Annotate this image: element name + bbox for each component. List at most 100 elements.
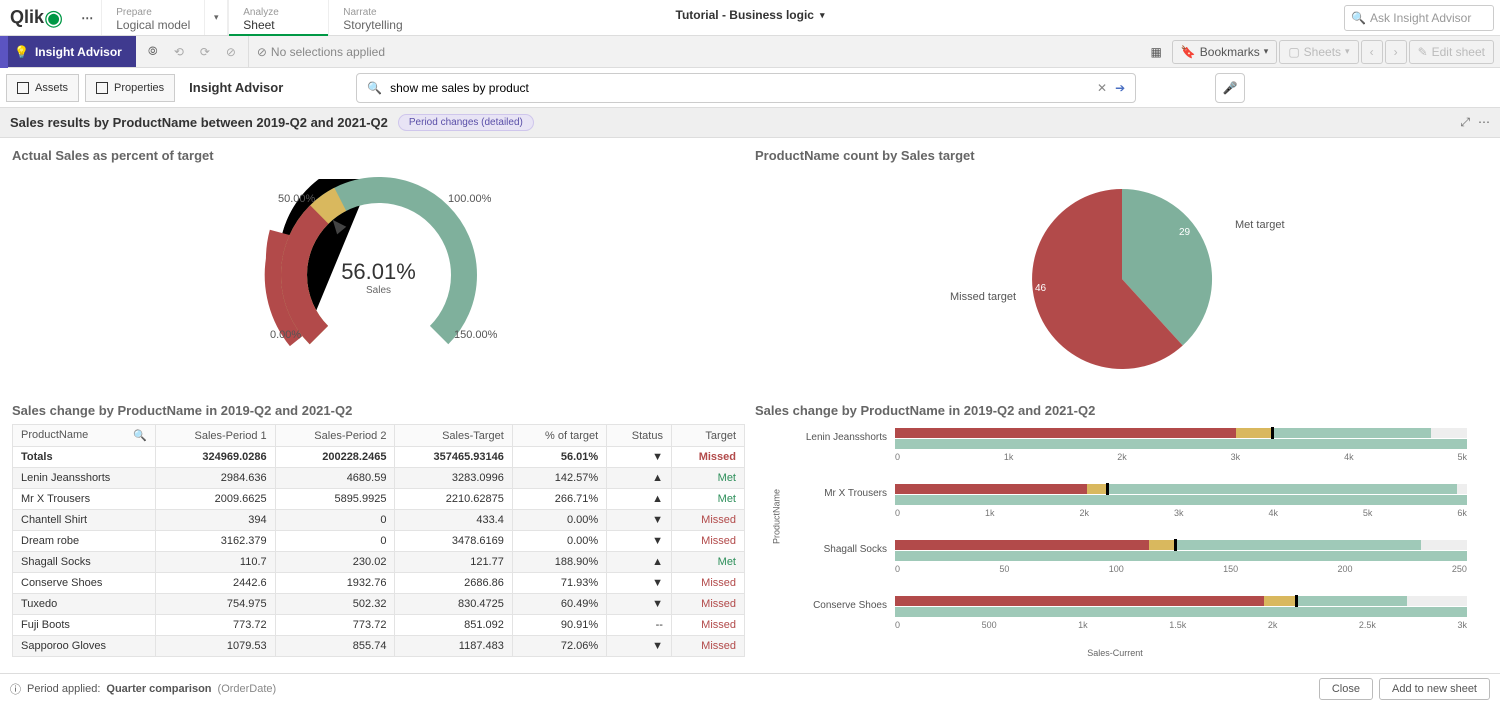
app-title-text: Tutorial - Business logic [676, 8, 814, 22]
table-cell: ▼ [607, 636, 672, 657]
next-sheet-button[interactable]: › [1385, 40, 1407, 64]
table-row[interactable]: Shagall Socks110.7230.02121.77188.90%▲Me… [13, 552, 745, 573]
gauge-center: 56.01% Sales [341, 259, 416, 296]
table-header[interactable]: ProductName 🔍 [13, 425, 156, 447]
table-cell: 773.72 [275, 615, 395, 636]
axis-tick: 1k [1078, 620, 1088, 632]
table-row[interactable]: Chantell Shirt3940433.40.00%▼Missed [13, 510, 745, 531]
info-icon: ⓘ [10, 681, 21, 697]
analysis-type-chip[interactable]: Period changes (detailed) [398, 114, 534, 131]
app-title[interactable]: Tutorial - Business logic ▾ [676, 8, 825, 22]
axis-tick: 3k [1174, 508, 1184, 520]
table-row[interactable]: Sapporoo Gloves1079.53855.741187.48372.0… [13, 636, 745, 657]
add-label: Add to new sheet [1392, 683, 1477, 695]
chat-icon: 💡 [14, 45, 29, 59]
table-cell: 71.93% [512, 573, 606, 594]
table-header[interactable]: Sales-Target [395, 425, 512, 447]
axis-tick: 500 [982, 620, 997, 632]
nav-tab-narrate[interactable]: Narrate Storytelling [328, 0, 428, 35]
pencil-icon: ✎ [1418, 45, 1428, 59]
prepare-dropdown-button[interactable]: ▾ [204, 0, 228, 35]
nav-tab-prepare[interactable]: Prepare Logical model [101, 0, 204, 35]
table-cell: 502.32 [275, 594, 395, 615]
collapse-icon[interactable]: ⤢ [1460, 115, 1470, 130]
insight-search-box[interactable]: 🔍 ✕ ➔ [356, 73, 1136, 103]
clear-icon[interactable]: ✕ [1097, 81, 1107, 95]
app-logo: Qlik ◉ [0, 0, 73, 35]
panel-icon [17, 82, 29, 94]
prev-sheet-button[interactable]: ‹ [1361, 40, 1383, 64]
table-row[interactable]: Dream robe3162.37903478.61690.00%▼Missed [13, 531, 745, 552]
submit-icon[interactable]: ➔ [1115, 81, 1125, 95]
insight-search-input[interactable] [390, 81, 1089, 95]
insight-advisor-button[interactable]: 💡 Insight Advisor [0, 36, 136, 67]
bar-row [895, 484, 1467, 494]
more-menu-button[interactable]: ⋯ [73, 0, 101, 35]
edit-sheet-button[interactable]: ✎ Edit sheet [1409, 40, 1494, 64]
table-row[interactable]: Lenin Jeansshorts2984.6364680.593283.099… [13, 468, 745, 489]
nav-tab-analyze[interactable]: Analyze Sheet [228, 0, 328, 35]
gauge-sub: Sales [341, 285, 416, 296]
table-cell: 2009.6625 [155, 489, 275, 510]
bar-axis: 01k2k3k4k5k6k [895, 508, 1467, 520]
table-panel: Sales change by ProductName in 2019-Q2 a… [12, 403, 745, 663]
chevron-down-icon: ▾ [1345, 46, 1350, 57]
assets-button[interactable]: Assets [6, 74, 79, 102]
table-row[interactable]: Fuji Boots773.72773.72851.09290.91%--Mis… [13, 615, 745, 636]
table-row[interactable]: Mr X Trousers2009.66255895.99252210.6287… [13, 489, 745, 510]
axis-tick: 1k [1004, 452, 1014, 464]
table-header[interactable]: % of target [512, 425, 606, 447]
table-cell: 851.092 [395, 615, 512, 636]
table-header[interactable]: Status [607, 425, 672, 447]
gauge-panel: Actual Sales as percent of target [12, 148, 745, 393]
table-header[interactable]: Target [671, 425, 744, 447]
nav-main: Sheet [243, 18, 314, 32]
add-to-sheet-button[interactable]: Add to new sheet [1379, 678, 1490, 700]
table-cell: Chantell Shirt [13, 510, 156, 531]
microphone-icon: 🎤 [1223, 81, 1238, 95]
table-header[interactable]: Sales-Period 2 [275, 425, 395, 447]
bars-title: Sales change by ProductName in 2019-Q2 a… [755, 403, 1488, 418]
table-cell: 324969.0286 [155, 447, 275, 468]
table-cell: 56.01% [512, 447, 606, 468]
step-back-icon[interactable]: ⟲ [170, 45, 188, 59]
selections-tool-icon[interactable]: ▦ [1142, 40, 1169, 64]
search-icon[interactable]: 🔍 [133, 429, 147, 442]
table-cell: 110.7 [155, 552, 275, 573]
bookmarks-button[interactable]: 🔖 Bookmarks ▾ [1172, 40, 1278, 64]
voice-input-button[interactable]: 🎤 [1215, 73, 1245, 103]
axis-tick: 0 [895, 564, 900, 576]
table-cell: Missed [671, 594, 744, 615]
table-cell: Totals [13, 447, 156, 468]
table-header[interactable]: Sales-Period 1 [155, 425, 275, 447]
pie-met-count: 29 [1179, 227, 1190, 238]
table-cell: Missed [671, 636, 744, 657]
search-icon: 🔍 [1351, 11, 1366, 25]
table-cell: ▲ [607, 468, 672, 489]
clear-all-icon[interactable]: ⊘ [222, 45, 240, 59]
close-label: Close [1332, 683, 1360, 695]
step-forward-icon[interactable]: ⟳ [196, 45, 214, 59]
table-cell: 1932.76 [275, 573, 395, 594]
global-search-input[interactable]: 🔍 Ask Insight Advisor [1344, 5, 1494, 31]
properties-button[interactable]: Properties [85, 74, 175, 102]
close-button[interactable]: Close [1319, 678, 1373, 700]
table-cell: 2984.636 [155, 468, 275, 489]
search-placeholder: Ask Insight Advisor [1370, 11, 1471, 25]
smart-search-icon[interactable]: ⦾ [144, 44, 162, 59]
more-options-icon[interactable]: ⋯ [1478, 115, 1490, 130]
table-row[interactable]: Conserve Shoes2442.61932.762686.8671.93%… [13, 573, 745, 594]
pie-panel: ProductName count by Sales target Met ta… [755, 148, 1488, 393]
sales-change-table[interactable]: ProductName 🔍Sales-Period 1Sales-Period … [12, 424, 745, 657]
table-cell: 0.00% [512, 510, 606, 531]
bookmark-icon: 🔖 [1181, 45, 1196, 59]
table-cell: 773.72 [155, 615, 275, 636]
table-row[interactable]: Tuxedo754.975502.32830.472560.49%▼Missed [13, 594, 745, 615]
axis-tick: 0 [895, 508, 900, 520]
sheets-button[interactable]: ▢ Sheets ▾ [1279, 40, 1358, 64]
table-cell: 1079.53 [155, 636, 275, 657]
table-cell: ▼ [607, 510, 672, 531]
selection-tool-icons: ⦾ ⟲ ⟳ ⊘ [136, 36, 249, 67]
axis-tick: 1.5k [1169, 620, 1186, 632]
properties-label: Properties [114, 82, 164, 94]
